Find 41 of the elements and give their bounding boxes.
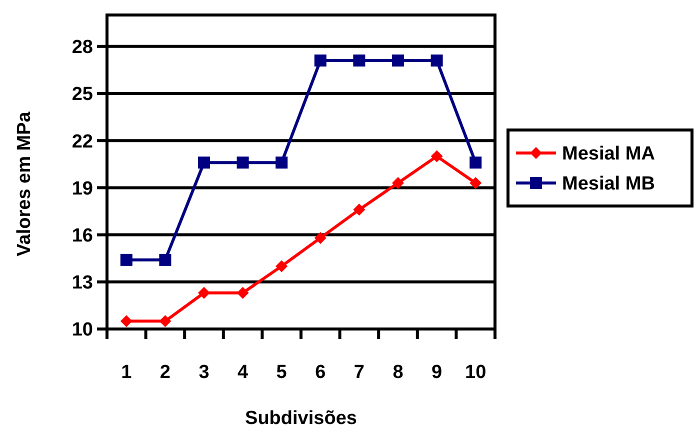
legend-label: Mesial MB bbox=[562, 174, 655, 195]
point bbox=[159, 254, 172, 266]
y-tick-label: 16 bbox=[72, 225, 93, 246]
point bbox=[430, 54, 443, 67]
x-tick-label: 3 bbox=[198, 362, 210, 383]
x-tick-label: 4 bbox=[238, 362, 249, 383]
y-tick-label: 28 bbox=[72, 37, 93, 58]
point bbox=[198, 156, 210, 169]
point bbox=[470, 156, 482, 169]
x-tick-label: 9 bbox=[432, 362, 442, 383]
y-tick-label: 22 bbox=[72, 131, 93, 152]
point bbox=[120, 254, 132, 266]
point bbox=[159, 315, 172, 328]
point bbox=[392, 176, 404, 189]
y-axis-title: Valores em MPa bbox=[14, 111, 35, 256]
point bbox=[430, 150, 443, 162]
point bbox=[470, 176, 482, 189]
point bbox=[198, 286, 210, 299]
x-tick-label: 5 bbox=[276, 362, 288, 383]
x-tick-label: 8 bbox=[392, 362, 404, 383]
point bbox=[314, 232, 326, 244]
point bbox=[236, 286, 249, 299]
x-axis-title: Subdivisões bbox=[245, 408, 357, 429]
x-tick-label: 1 bbox=[121, 362, 132, 383]
point bbox=[276, 156, 288, 169]
legend-label: Mesial MA bbox=[562, 144, 656, 165]
x-tick-label: 7 bbox=[354, 362, 364, 383]
y-tick-label: 10 bbox=[72, 320, 93, 341]
x-tick-label: 10 bbox=[465, 362, 486, 383]
point bbox=[392, 54, 404, 67]
point bbox=[120, 315, 132, 328]
y-tick-label: 13 bbox=[72, 272, 93, 294]
point bbox=[353, 54, 366, 67]
y-tick-label: 25 bbox=[72, 84, 94, 106]
point bbox=[314, 54, 326, 67]
point bbox=[353, 204, 366, 216]
y-tick-label: 19 bbox=[72, 178, 93, 200]
x-tick-label: 2 bbox=[160, 362, 170, 383]
x-tick-label: 6 bbox=[315, 362, 326, 383]
point bbox=[276, 260, 288, 272]
point bbox=[236, 156, 249, 169]
